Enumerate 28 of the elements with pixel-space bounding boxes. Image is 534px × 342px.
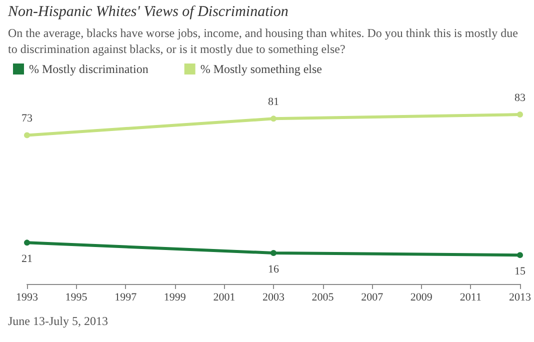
data-label: 83 (514, 92, 526, 104)
x-tick-label: 1995 (65, 292, 88, 304)
point (270, 116, 276, 122)
point (517, 112, 523, 118)
data-label: 81 (268, 96, 279, 108)
point (24, 240, 30, 246)
x-tick-label: 2009 (410, 292, 433, 304)
x-tick-label: 1997 (114, 292, 138, 304)
x-tick-label: 1999 (164, 292, 186, 304)
point (270, 250, 276, 256)
x-tick-label: 2011 (460, 292, 482, 304)
data-label: 15 (514, 266, 526, 278)
text: June 13-July 5, 2013 (8, 314, 108, 329)
x-tick-label: 1993 (16, 292, 38, 304)
chart-subtitle: On the average, blacks have worse jobs, income, and housing than whites. Do you think this is mostly due to discrimination against blacks, or is it mostly due to something else? (8, 25, 519, 57)
legend-label: % Mostly something else (200, 62, 322, 76)
x-tick-label: 2003 (262, 292, 285, 304)
data-label: 21 (22, 253, 32, 266)
chart-title: Non-Hispanic Whites' Views of Discrimination (8, 4, 288, 21)
x-tick-label: 2001 (213, 292, 236, 304)
data-label: 73 (22, 112, 33, 125)
x-tick-label: 2007 (361, 292, 384, 304)
point (517, 252, 523, 258)
x-tick-label: 2013 (509, 292, 532, 304)
x-tick-label: 2005 (312, 292, 334, 304)
data-label: 16 (268, 264, 280, 276)
point (24, 132, 30, 138)
legend-label: % Mostly discrimination (29, 62, 148, 76)
